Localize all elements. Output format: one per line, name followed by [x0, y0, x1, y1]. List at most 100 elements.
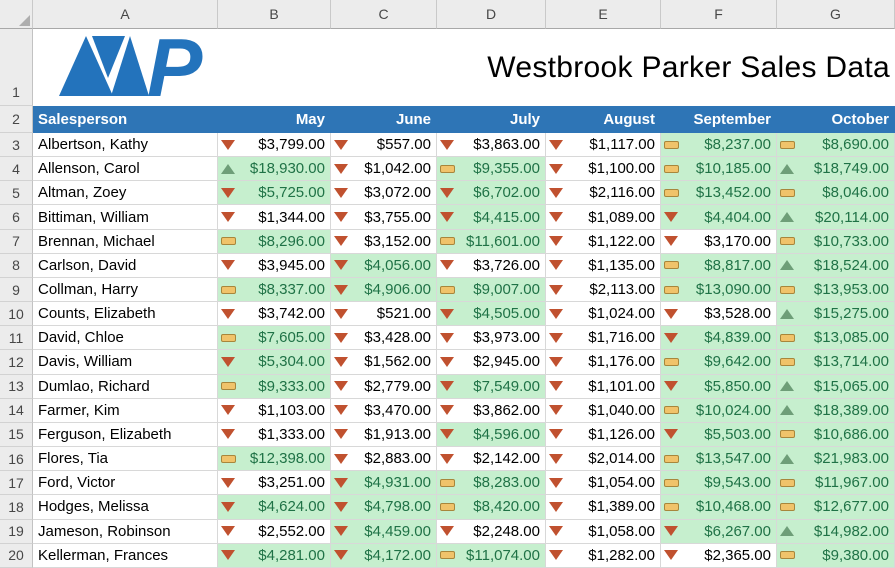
row-number[interactable]: 20 [0, 543, 33, 568]
salesperson-cell[interactable]: Davis, William [33, 350, 218, 375]
july-value-cell[interactable]: $3,862.00 [437, 398, 546, 423]
october-value-cell[interactable]: $9,380.00 [777, 543, 895, 568]
july-value-cell[interactable]: $4,596.00 [437, 422, 546, 448]
salesperson-cell[interactable]: Allenson, Carol [33, 157, 218, 182]
row-number[interactable]: 10 [0, 302, 33, 327]
may-value-cell[interactable]: $3,799.00 [218, 133, 331, 158]
salesperson-cell[interactable]: Kellerman, Frances [33, 543, 218, 568]
may-value-cell[interactable]: $3,251.00 [218, 471, 331, 496]
september-value-cell[interactable]: $2,365.00 [661, 543, 777, 568]
salesperson-cell[interactable]: Flores, Tia [33, 447, 218, 472]
august-value-cell[interactable]: $1,054.00 [546, 471, 661, 496]
may-value-cell[interactable]: $18,930.00 [218, 157, 331, 182]
salesperson-cell[interactable]: David, Chloe [33, 326, 218, 351]
row-number[interactable]: 18 [0, 495, 33, 520]
row-number[interactable]: 16 [0, 447, 33, 472]
select-all-corner[interactable] [0, 0, 33, 29]
row-number[interactable]: 15 [0, 422, 33, 448]
salesperson-cell[interactable]: Farmer, Kim [33, 398, 218, 423]
salesperson-cell[interactable]: Dumlao, Richard [33, 374, 218, 399]
company-logo[interactable]: P [59, 34, 231, 98]
august-value-cell[interactable]: $1,040.00 [546, 398, 661, 423]
july-value-cell[interactable]: $8,420.00 [437, 495, 546, 520]
october-value-cell[interactable]: $13,085.00 [777, 326, 895, 351]
row-number[interactable]: 2 [0, 106, 33, 133]
row-number[interactable]: 9 [0, 277, 33, 303]
row-number[interactable]: 8 [0, 253, 33, 278]
column-header-f[interactable]: F [661, 0, 777, 29]
july-value-cell[interactable]: $9,007.00 [437, 277, 546, 303]
june-value-cell[interactable]: $2,779.00 [331, 374, 437, 399]
salesperson-cell[interactable]: Counts, Elizabeth [33, 302, 218, 327]
salesperson-cell[interactable]: Ford, Victor [33, 471, 218, 496]
salesperson-cell[interactable]: Brennan, Michael [33, 229, 218, 254]
salesperson-cell[interactable]: Jameson, Robinson [33, 519, 218, 544]
row-number[interactable]: 7 [0, 229, 33, 254]
row-number[interactable]: 12 [0, 350, 33, 375]
june-value-cell[interactable]: $3,152.00 [331, 229, 437, 254]
may-value-cell[interactable]: $3,742.00 [218, 302, 331, 327]
october-value-cell[interactable]: $10,733.00 [777, 229, 895, 254]
october-value-cell[interactable]: $15,065.00 [777, 374, 895, 399]
column-header-g[interactable]: G [777, 0, 895, 29]
september-value-cell[interactable]: $13,090.00 [661, 277, 777, 303]
june-value-cell[interactable]: $1,042.00 [331, 157, 437, 182]
october-value-cell[interactable]: $13,714.00 [777, 350, 895, 375]
salesperson-cell[interactable]: Albertson, Kathy [33, 133, 218, 158]
august-value-cell[interactable]: $1,135.00 [546, 253, 661, 278]
salesperson-cell[interactable]: Ferguson, Elizabeth [33, 422, 218, 448]
may-value-cell[interactable]: $4,624.00 [218, 495, 331, 520]
october-value-cell[interactable]: $10,686.00 [777, 422, 895, 448]
july-value-cell[interactable]: $2,248.00 [437, 519, 546, 544]
september-value-cell[interactable]: $3,528.00 [661, 302, 777, 327]
header-june[interactable]: June [331, 106, 437, 133]
june-value-cell[interactable]: $557.00 [331, 133, 437, 158]
header-august[interactable]: August [546, 106, 661, 133]
august-value-cell[interactable]: $1,389.00 [546, 495, 661, 520]
july-value-cell[interactable]: $9,355.00 [437, 157, 546, 182]
row-number[interactable]: 17 [0, 471, 33, 496]
september-value-cell[interactable]: $5,503.00 [661, 422, 777, 448]
june-value-cell[interactable]: $2,883.00 [331, 447, 437, 472]
may-value-cell[interactable]: $3,945.00 [218, 253, 331, 278]
september-value-cell[interactable]: $13,452.00 [661, 181, 777, 206]
column-header-b[interactable]: B [218, 0, 331, 29]
october-value-cell[interactable]: $20,114.00 [777, 205, 895, 230]
september-value-cell[interactable]: $3,170.00 [661, 229, 777, 254]
september-value-cell[interactable]: $9,642.00 [661, 350, 777, 375]
september-value-cell[interactable]: $4,404.00 [661, 205, 777, 230]
header-may[interactable]: May [218, 106, 331, 133]
october-value-cell[interactable]: $8,046.00 [777, 181, 895, 206]
september-value-cell[interactable]: $4,839.00 [661, 326, 777, 351]
june-value-cell[interactable]: $4,906.00 [331, 277, 437, 303]
column-header-c[interactable]: C [331, 0, 437, 29]
june-value-cell[interactable]: $3,470.00 [331, 398, 437, 423]
october-value-cell[interactable]: $18,749.00 [777, 157, 895, 182]
june-value-cell[interactable]: $3,755.00 [331, 205, 437, 230]
row-number[interactable]: 1 [0, 29, 33, 106]
row-number[interactable]: 3 [0, 133, 33, 158]
october-value-cell[interactable]: $13,953.00 [777, 277, 895, 303]
july-value-cell[interactable]: $8,283.00 [437, 471, 546, 496]
row-number[interactable]: 14 [0, 398, 33, 423]
salesperson-cell[interactable]: Carlson, David [33, 253, 218, 278]
may-value-cell[interactable]: $5,725.00 [218, 181, 331, 206]
august-value-cell[interactable]: $2,014.00 [546, 447, 661, 472]
june-value-cell[interactable]: $3,428.00 [331, 326, 437, 351]
row-number[interactable]: 6 [0, 205, 33, 230]
salesperson-cell[interactable]: Hodges, Melissa [33, 495, 218, 520]
june-value-cell[interactable]: $4,459.00 [331, 519, 437, 544]
may-value-cell[interactable]: $4,281.00 [218, 543, 331, 568]
july-value-cell[interactable]: $4,505.00 [437, 302, 546, 327]
may-value-cell[interactable]: $1,333.00 [218, 422, 331, 448]
may-value-cell[interactable]: $8,337.00 [218, 277, 331, 303]
may-value-cell[interactable]: $12,398.00 [218, 447, 331, 472]
column-header-e[interactable]: E [546, 0, 661, 29]
may-value-cell[interactable]: $5,304.00 [218, 350, 331, 375]
may-value-cell[interactable]: $2,552.00 [218, 519, 331, 544]
august-value-cell[interactable]: $1,122.00 [546, 229, 661, 254]
october-value-cell[interactable]: $14,982.00 [777, 519, 895, 544]
header-salesperson[interactable]: Salesperson [33, 106, 218, 133]
october-value-cell[interactable]: $21,983.00 [777, 447, 895, 472]
salesperson-cell[interactable]: Bittiman, William [33, 205, 218, 230]
